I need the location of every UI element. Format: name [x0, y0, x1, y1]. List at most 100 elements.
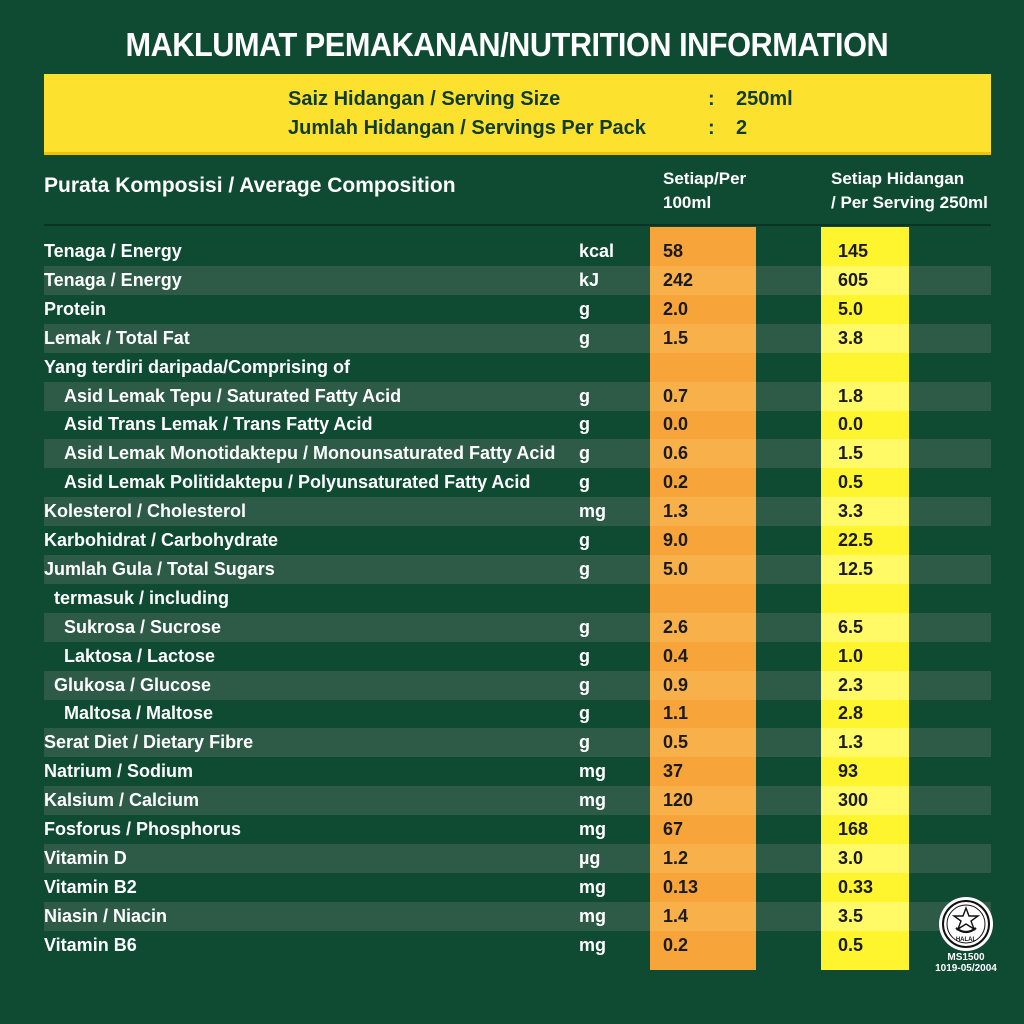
nutrient-unit: g	[579, 703, 590, 724]
per-100ml-value: 2.0	[663, 298, 689, 319]
nutrient-unit: g	[579, 298, 590, 319]
per-100ml-value: 0.13	[663, 876, 699, 897]
nutrient-name: Fosforus / Phosphorus	[44, 819, 242, 839]
per-100ml-cell-bg	[650, 612, 756, 642]
per-100ml-value: 0.4	[663, 645, 689, 666]
per-serving-value: 0.5	[838, 472, 864, 493]
per-100ml-value: 1.3	[663, 501, 689, 522]
per-serving-header-line2: / Per Serving 250ml	[831, 193, 988, 212]
table-row: Niasin / Niacin mg 1.4 3.5	[0, 901, 1024, 931]
table-row: Asid Lemak Monotidaktepu / Monounsaturat…	[0, 439, 1024, 469]
table-row: Glukosa / Glucose g 0.9 2.3	[0, 670, 1024, 700]
per-serving-cell-bg	[821, 265, 909, 295]
halal-code-line2: 1019-05/2004	[935, 963, 997, 974]
nutrient-unit: g	[579, 645, 590, 666]
nutrient-name: Yang terdiri daripada/Comprising of	[44, 356, 351, 377]
table-row: termasuk / including	[0, 584, 1024, 613]
nutrient-unit: g	[579, 732, 590, 753]
nutrient-unit: g	[579, 472, 590, 493]
nutrient-name: Tenaga / Energy	[44, 241, 182, 261]
per-100ml-cell-bg	[650, 670, 756, 700]
table-row: Asid Lemak Tepu / Saturated Fatty Acid g 0…	[0, 381, 1024, 411]
per-serving-value: 0.33	[838, 876, 874, 897]
servings-per-pack-row: Jumlah Hidangan / Servings Per Pack : 2	[288, 117, 968, 147]
serving-size-value: 250ml	[736, 88, 793, 110]
serving-size-row: Saiz Hidangan / Serving Size : 250ml	[288, 88, 968, 118]
per-100ml-cell-bg	[650, 843, 756, 873]
nutrient-unit: g	[579, 385, 590, 406]
per-100ml-cell-bg	[650, 786, 756, 816]
per-serving-value: 1.5	[838, 443, 864, 464]
table-row: Vitamin D µg 1.2 3.0	[0, 843, 1024, 873]
nutrient-name: Asid Lemak Monotidaktepu / Monounsaturat…	[64, 443, 556, 464]
nutrient-name: Lemak / Total Fat	[44, 327, 190, 348]
page-title: MAKLUMAT PEMAKANAN/NUTRITION INFORMATION	[125, 26, 889, 63]
nutrient-name: Natrium / Sodium	[44, 761, 194, 782]
nutrient-unit: g	[579, 616, 590, 637]
table-row: Kalsium / Calcium mg 120 300	[0, 786, 1024, 816]
per-serving-cell-bg	[821, 843, 909, 873]
per-100ml-value: 0.5	[663, 732, 689, 753]
halal-code-line1: MS1500	[947, 952, 985, 963]
table-row: Asid Trans Lemak / Trans Fatty Acid g 0.0 0…	[0, 410, 1024, 439]
per-serving-cell-bg	[821, 497, 909, 527]
table-row: Vitamin B6 mg 0.2 0.5	[0, 931, 1024, 960]
per-serving-value: 168	[838, 819, 869, 839]
nutrient-name: Protein	[44, 298, 107, 319]
nutrient-name: Serat Diet / Dietary Fibre	[44, 732, 254, 753]
per-serving-cell-bg	[821, 901, 909, 931]
nutrient-name: Karbohidrat / Carbohydrate	[44, 530, 279, 550]
table-row: Asid Lemak Politidaktepu / Polyunsaturat…	[0, 468, 1024, 497]
per-100ml-value: 1.5	[663, 327, 689, 348]
per-serving-value: 1.3	[838, 732, 864, 753]
nutrient-unit: mg	[579, 761, 606, 782]
table-row: Laktosa / Lactose g 0.4 1.0	[0, 642, 1024, 671]
table-row: Fosforus / Phosphorus mg 67 168	[0, 815, 1024, 844]
per-100ml-value: 9.0	[663, 530, 689, 550]
per-100ml-value: 242	[663, 269, 694, 290]
per-100ml-value: 0.6	[663, 443, 689, 464]
per-100ml-header-line1: Setiap/Per	[663, 169, 747, 188]
per-100ml-value: 0.0	[663, 414, 689, 435]
table-row: Protein g 2.0 5.0	[0, 295, 1024, 324]
per-100ml-value: 0.9	[663, 674, 689, 695]
nutrient-name: Vitamin B6	[44, 934, 137, 955]
per-100ml-value: 120	[663, 790, 694, 811]
per-100ml-cell-bg	[650, 381, 756, 411]
nutrient-name: Glukosa / Glucose	[54, 674, 212, 695]
per-serving-header: Setiap Hidangan / Per Serving 250ml	[831, 167, 988, 215]
nutrient-name: Asid Lemak Politidaktepu / Polyunsaturat…	[64, 472, 531, 493]
per-serving-value: 3.0	[838, 847, 864, 868]
per-serving-cell-bg	[821, 670, 909, 700]
nutrient-unit: µg	[579, 847, 601, 868]
nutrient-name: Kalsium / Calcium	[44, 790, 200, 811]
nutrient-unit: mg	[579, 501, 606, 522]
nutrient-name: Jumlah Gula / Total Sugars	[44, 558, 275, 579]
nutrient-unit: mg	[579, 790, 606, 811]
table-row: Lemak / Total Fat g 1.5 3.8	[0, 323, 1024, 353]
nutrient-name: Tenaga / Energy	[44, 269, 182, 290]
table-row: Serat Diet / Dietary Fibre g 0.5 1.3	[0, 728, 1024, 758]
table-row: Tenaga / Energy kJ 242 605	[0, 265, 1024, 295]
per-serving-value: 3.3	[838, 501, 864, 522]
per-100ml-value: 1.1	[663, 703, 689, 724]
nutrient-name: Niasin / Niacin	[44, 905, 168, 926]
nutrient-unit: mg	[579, 934, 606, 955]
serving-size-label: Saiz Hidangan / Serving Size	[288, 88, 561, 110]
composition-header: Purata Komposisi / Average Composition	[44, 174, 456, 197]
per-100ml-cell-bg	[650, 439, 756, 469]
per-serving-cell-bg	[821, 323, 909, 353]
serving-info-box: Saiz Hidangan / Serving Size : 250ml Jum…	[44, 74, 991, 155]
per-serving-value: 0.5	[838, 934, 864, 955]
per-serving-value: 2.3	[838, 674, 864, 695]
per-100ml-cell-bg	[650, 728, 756, 758]
nutrient-name: Kolesterol / Cholesterol	[44, 501, 247, 522]
nutrient-name: Asid Trans Lemak / Trans Fatty Acid	[64, 414, 373, 435]
per-serving-cell-bg	[821, 439, 909, 469]
per-serving-value: 12.5	[838, 558, 874, 579]
per-100ml-value: 1.4	[663, 905, 689, 926]
nutrient-name: Asid Lemak Tepu / Saturated Fatty Acid	[64, 385, 402, 406]
servings-per-pack-value: 2	[736, 117, 748, 139]
per-100ml-value: 67	[663, 819, 684, 839]
per-100ml-value: 58	[663, 241, 684, 261]
